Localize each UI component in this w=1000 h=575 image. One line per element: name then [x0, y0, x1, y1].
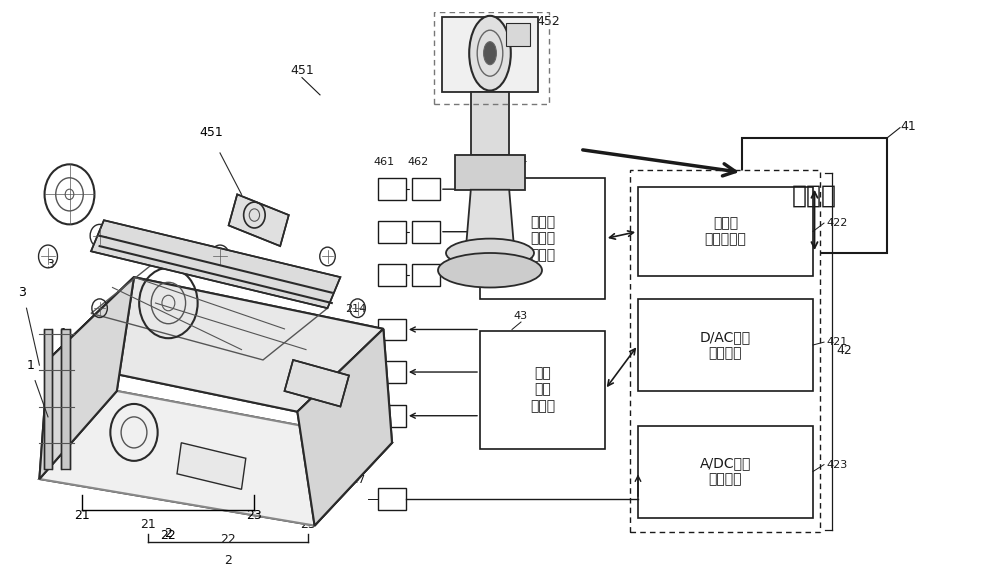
- Text: 22: 22: [161, 530, 176, 542]
- Text: 23: 23: [300, 518, 316, 531]
- Bar: [630, 170, 820, 532]
- Text: D/AC转换
电路接口: D/AC转换 电路接口: [700, 330, 751, 360]
- Text: 2: 2: [164, 527, 172, 540]
- Polygon shape: [442, 17, 538, 92]
- Polygon shape: [91, 220, 340, 308]
- Text: 462: 462: [407, 157, 429, 167]
- Bar: [638, 187, 813, 276]
- Circle shape: [469, 16, 511, 90]
- Bar: [742, 138, 887, 253]
- Text: 22: 22: [220, 533, 236, 546]
- Polygon shape: [177, 443, 246, 489]
- Bar: [412, 221, 440, 243]
- Bar: [480, 178, 605, 299]
- Bar: [378, 221, 406, 243]
- Polygon shape: [285, 360, 349, 407]
- Bar: [378, 488, 406, 510]
- Ellipse shape: [446, 239, 534, 267]
- Text: 43: 43: [514, 311, 528, 321]
- Text: 422: 422: [826, 218, 847, 228]
- Text: 421: 421: [826, 337, 847, 347]
- Text: 1: 1: [60, 327, 68, 340]
- Bar: [412, 178, 440, 200]
- Circle shape: [484, 42, 496, 64]
- Polygon shape: [471, 92, 509, 155]
- Text: 44: 44: [514, 156, 528, 166]
- Polygon shape: [455, 155, 525, 190]
- Polygon shape: [466, 190, 514, 247]
- Text: A/DC转换
电路接口: A/DC转换 电路接口: [700, 457, 751, 486]
- Polygon shape: [229, 194, 289, 246]
- Bar: [378, 319, 406, 340]
- Polygon shape: [297, 329, 392, 526]
- Polygon shape: [506, 23, 530, 46]
- Text: 214: 214: [345, 304, 366, 315]
- Text: 461: 461: [373, 157, 395, 167]
- Text: 1: 1: [27, 359, 35, 371]
- Text: 21: 21: [140, 518, 156, 531]
- Polygon shape: [39, 391, 392, 526]
- Text: 23: 23: [247, 509, 262, 522]
- Text: 21: 21: [75, 509, 90, 522]
- Circle shape: [65, 189, 74, 200]
- Bar: [638, 299, 813, 391]
- Ellipse shape: [438, 253, 542, 288]
- Text: 47: 47: [352, 475, 366, 485]
- Text: 工控机: 工控机: [792, 183, 837, 208]
- Bar: [480, 331, 605, 449]
- Bar: [378, 264, 406, 286]
- Bar: [378, 178, 406, 200]
- Text: 增量式
编码器接口: 增量式 编码器接口: [705, 216, 746, 247]
- Text: 451: 451: [200, 126, 223, 139]
- Text: 直线
电机
驱动器: 直线 电机 驱动器: [530, 366, 555, 413]
- Text: 3: 3: [46, 258, 54, 271]
- Polygon shape: [48, 277, 383, 412]
- Polygon shape: [39, 277, 134, 479]
- Bar: [378, 361, 406, 383]
- Text: 423: 423: [826, 459, 847, 470]
- Text: 452: 452: [536, 15, 560, 28]
- Bar: [638, 426, 813, 518]
- Polygon shape: [61, 329, 70, 469]
- Text: 42: 42: [836, 344, 852, 357]
- Text: 光冊读
数头细
分接口: 光冊读 数头细 分接口: [530, 216, 555, 262]
- Text: 3: 3: [18, 286, 26, 299]
- Bar: [434, 12, 549, 104]
- Polygon shape: [44, 329, 52, 469]
- Bar: [378, 405, 406, 427]
- Text: 41: 41: [900, 120, 916, 133]
- Text: 451: 451: [290, 64, 314, 76]
- Bar: [412, 264, 440, 286]
- Text: 2: 2: [224, 554, 232, 567]
